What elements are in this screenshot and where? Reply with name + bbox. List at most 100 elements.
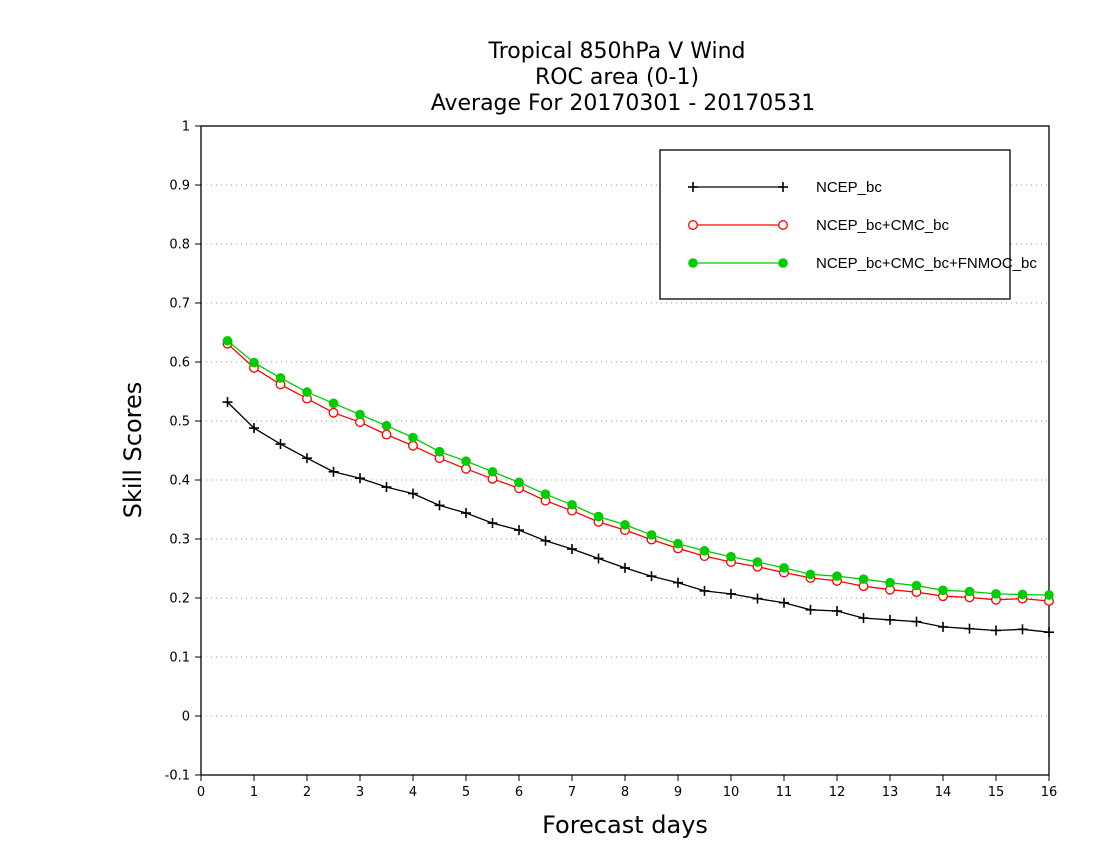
x-tick-label: 8 xyxy=(621,785,629,800)
data-point xyxy=(540,535,551,546)
data-point xyxy=(832,605,842,616)
x-tick-label: 13 xyxy=(882,785,899,800)
data-point xyxy=(938,621,948,632)
data-point xyxy=(514,477,524,488)
data-point xyxy=(673,577,683,588)
data-point xyxy=(381,482,392,493)
legend-label: NCEP_bc+CMC_bc+FNMOC_bc xyxy=(816,255,1037,272)
data-point xyxy=(328,466,339,477)
data-point xyxy=(779,563,789,573)
data-point xyxy=(938,585,948,596)
series-group xyxy=(222,335,1054,638)
data-point xyxy=(408,488,418,499)
data-point xyxy=(487,466,498,477)
x-tick-label: 15 xyxy=(988,785,1005,800)
x-tick-label: 14 xyxy=(935,785,952,800)
data-point xyxy=(752,557,763,567)
chart-title-line-3: Average For 20170301 - 20170531 xyxy=(431,91,816,116)
data-point xyxy=(620,562,630,573)
data-point xyxy=(302,387,312,397)
legend-entries: NCEP_bc NCEP_bc+CMC_bc NCEP_bc+CMC_bc+FNMO… xyxy=(688,179,1037,272)
data-point xyxy=(911,580,922,591)
data-point xyxy=(461,456,471,466)
y-tick-label: 0.7 xyxy=(169,297,190,312)
legend-marker xyxy=(778,220,788,230)
data-point xyxy=(355,473,365,484)
data-point xyxy=(620,520,630,530)
y-tick-label: -0.1 xyxy=(165,769,190,784)
y-axis-title: Skill Scores xyxy=(119,382,147,519)
data-point xyxy=(381,420,392,431)
data-point xyxy=(885,577,895,588)
data-point xyxy=(805,569,816,580)
data-point xyxy=(646,530,657,540)
data-point xyxy=(1017,589,1028,600)
data-point xyxy=(1044,590,1054,600)
data-point xyxy=(434,446,445,457)
data-point xyxy=(249,423,259,434)
data-point xyxy=(832,571,842,581)
data-point xyxy=(964,586,975,597)
data-point xyxy=(673,538,683,549)
data-point xyxy=(991,589,1001,599)
x-tick-label: 1 xyxy=(250,785,258,800)
legend-marker xyxy=(688,258,698,268)
x-tick-label: 9 xyxy=(674,785,682,800)
data-point xyxy=(328,407,339,418)
data-point xyxy=(567,499,577,510)
data-point xyxy=(408,432,418,443)
data-point xyxy=(991,625,1001,636)
data-point xyxy=(249,357,259,368)
legend-label: NCEP_bc xyxy=(816,179,882,196)
legend-item-1: NCEP_bc xyxy=(688,179,882,196)
y-tick-label: 0.2 xyxy=(169,592,190,607)
x-tick-label: 0 xyxy=(197,785,205,800)
data-point xyxy=(540,489,551,499)
data-point xyxy=(964,623,975,634)
data-point xyxy=(593,553,604,564)
data-point xyxy=(434,500,445,511)
data-point xyxy=(487,518,498,529)
data-point xyxy=(911,616,922,627)
legend-item-2: NCEP_bc+CMC_bc xyxy=(688,217,949,234)
data-point xyxy=(302,453,312,464)
series-line xyxy=(227,340,1050,596)
data-point xyxy=(461,508,471,519)
legend: NCEP_bc NCEP_bc+CMC_bc NCEP_bc+CMC_bc+FNMO… xyxy=(659,149,1037,300)
data-point xyxy=(646,571,657,582)
series-line xyxy=(227,401,1050,633)
y-tick-label: 1 xyxy=(182,120,190,135)
legend-marker xyxy=(688,220,698,230)
data-point xyxy=(805,604,816,615)
x-tick-label: 5 xyxy=(462,785,470,800)
series-3 xyxy=(222,335,1054,600)
y-tick-label: 0.1 xyxy=(169,651,190,666)
y-tick-label: 0.6 xyxy=(169,356,190,371)
y-tick-label: 0.4 xyxy=(169,474,190,489)
data-point xyxy=(1044,627,1054,638)
x-tick-label: 11 xyxy=(776,785,793,800)
legend-marker xyxy=(778,182,788,192)
x-tick-label: 6 xyxy=(515,785,523,800)
data-point xyxy=(752,593,763,604)
y-tick-label: 0.5 xyxy=(169,415,190,430)
legend-item-3: NCEP_bc+CMC_bc+FNMOC_bc xyxy=(688,255,1037,272)
series-line xyxy=(227,343,1050,602)
data-point xyxy=(222,335,233,346)
data-point xyxy=(1017,624,1028,635)
data-point xyxy=(567,544,577,555)
x-axis-title: Forecast days xyxy=(542,811,708,839)
data-point xyxy=(858,574,869,584)
data-point xyxy=(408,440,418,451)
data-point xyxy=(328,398,339,409)
x-tick-label: 7 xyxy=(568,785,576,800)
y-tick-label: 0.8 xyxy=(169,238,190,253)
legend-marker xyxy=(688,182,698,192)
data-point xyxy=(699,585,710,596)
x-tick-label: 4 xyxy=(409,785,417,800)
data-point xyxy=(858,613,869,624)
data-point xyxy=(514,525,524,536)
data-point xyxy=(275,439,286,450)
data-point xyxy=(381,429,392,440)
